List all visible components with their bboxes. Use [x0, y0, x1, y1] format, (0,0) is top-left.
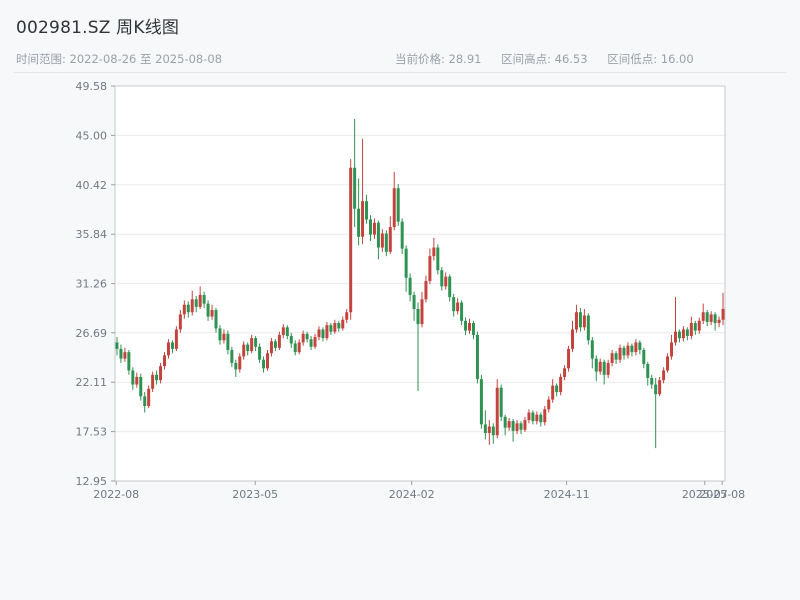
svg-text:2024-11: 2024-11: [544, 488, 590, 501]
svg-text:2024-02: 2024-02: [389, 488, 435, 501]
svg-text:2025-08: 2025-08: [699, 488, 745, 501]
svg-text:40.42: 40.42: [76, 179, 108, 192]
svg-text:31.26: 31.26: [76, 278, 108, 291]
stat-current-price: 当前价格: 28.91: [395, 52, 482, 66]
svg-text:12.95: 12.95: [76, 475, 108, 488]
svg-text:2025-07: 2025-07: [682, 488, 728, 501]
stat-range-low: 区间低点: 16.00: [607, 52, 694, 66]
header-divider: [14, 72, 786, 73]
svg-text:17.53: 17.53: [76, 426, 108, 439]
svg-text:2023-05: 2023-05: [232, 488, 278, 501]
svg-text:45.00: 45.00: [76, 129, 108, 142]
time-range-label: 时间范围: 2022-08-26 至 2025-08-08: [16, 52, 223, 66]
svg-text:49.58: 49.58: [76, 80, 108, 93]
stat-range-high: 区间高点: 46.53: [501, 52, 588, 66]
page-title: 002981.SZ 周K线图: [16, 18, 180, 38]
stats-row: 当前价格: 28.91 区间高点: 46.53 区间低点: 16.00: [395, 51, 710, 67]
svg-text:2022-08: 2022-08: [93, 488, 139, 501]
svg-text:26.69: 26.69: [76, 327, 108, 340]
svg-text:35.84: 35.84: [76, 228, 108, 241]
svg-text:22.11: 22.11: [76, 376, 108, 389]
